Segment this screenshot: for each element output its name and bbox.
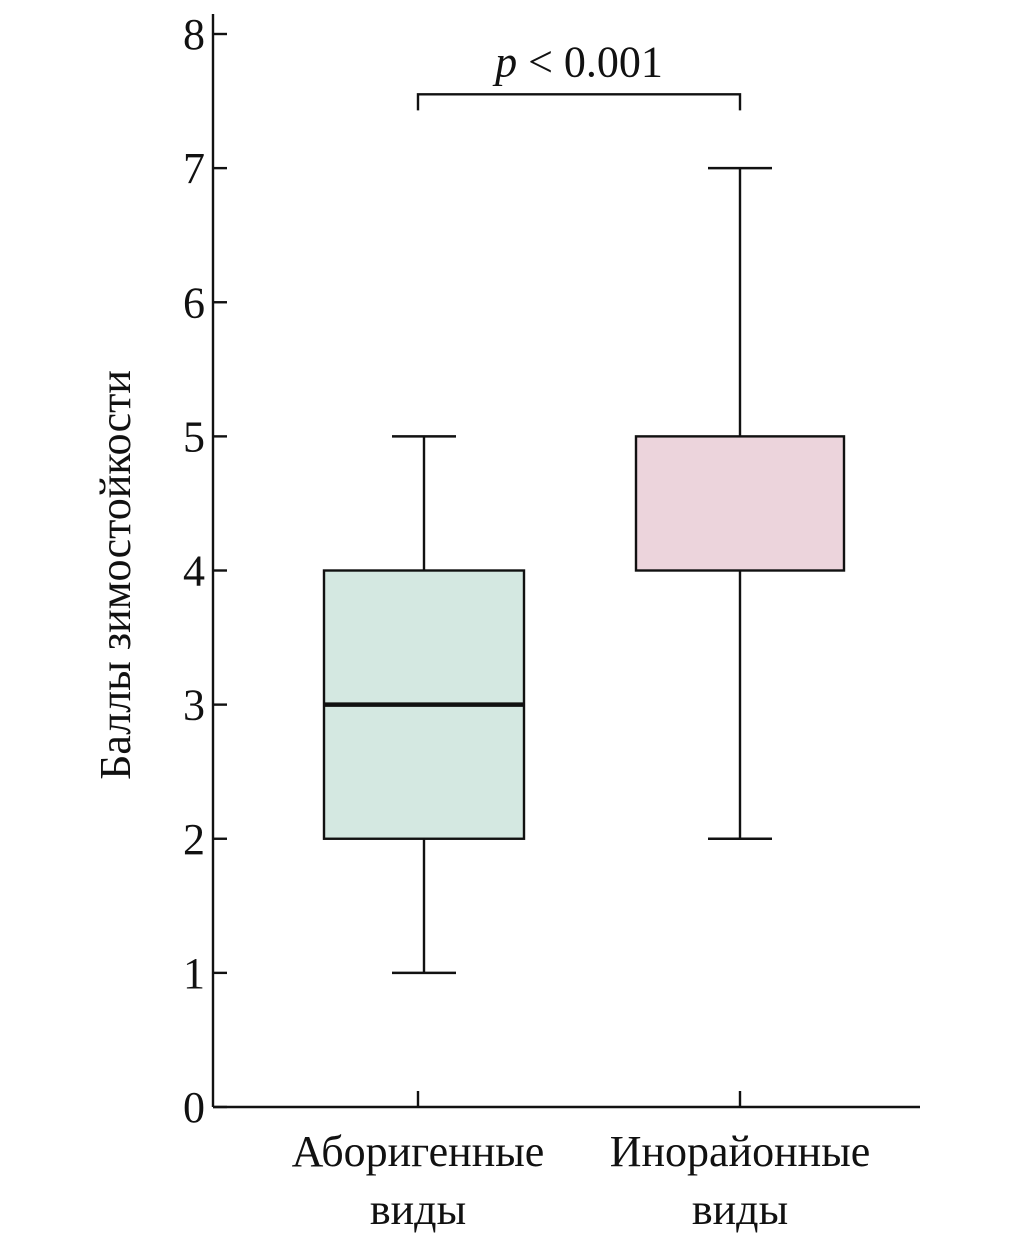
y-tick-label: 3	[183, 681, 205, 730]
x-axis: Аборигенные виды Инорайонные виды	[213, 1091, 920, 1234]
box-group	[322, 435, 526, 975]
boxes	[322, 166, 846, 975]
y-tick-label: 4	[183, 547, 205, 596]
x-category-label: Аборигенные	[292, 1127, 545, 1176]
p-value-label: p < 0.001	[492, 37, 663, 86]
y-tick-label: 7	[183, 144, 205, 193]
y-tick-label: 2	[183, 815, 205, 864]
x-category-label: виды	[370, 1185, 466, 1234]
y-tick-label: 5	[183, 412, 205, 461]
box-group	[634, 166, 846, 840]
y-axis-title: Баллы зимостойкости	[91, 370, 140, 780]
significance-bracket: p < 0.001	[416, 37, 742, 111]
y-tick-label: 0	[183, 1083, 205, 1132]
y-axis: 0 1 2 3 4 5 6 7 8	[183, 10, 227, 1132]
iqr-box	[634, 435, 846, 572]
y-tick-label: 1	[183, 949, 205, 998]
y-tick-label: 6	[183, 278, 205, 327]
bracket-line	[416, 93, 742, 111]
y-tick-label: 8	[183, 10, 205, 59]
x-category-label: Инорайонные	[610, 1127, 871, 1176]
x-category-label: виды	[692, 1185, 788, 1234]
